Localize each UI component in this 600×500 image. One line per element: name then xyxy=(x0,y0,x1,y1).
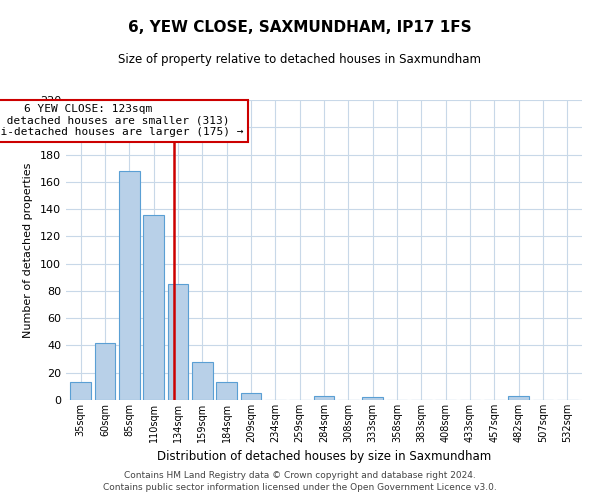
Text: Size of property relative to detached houses in Saxmundham: Size of property relative to detached ho… xyxy=(119,52,482,66)
Text: Contains public sector information licensed under the Open Government Licence v3: Contains public sector information licen… xyxy=(103,484,497,492)
Bar xyxy=(241,393,262,400)
Bar xyxy=(216,382,237,400)
Text: 6 YEW CLOSE: 123sqm
← 63% of detached houses are smaller (313)
35% of semi-detac: 6 YEW CLOSE: 123sqm ← 63% of detached ho… xyxy=(0,104,243,138)
Bar xyxy=(167,284,188,400)
Bar xyxy=(95,342,115,400)
Bar xyxy=(143,214,164,400)
X-axis label: Distribution of detached houses by size in Saxmundham: Distribution of detached houses by size … xyxy=(157,450,491,464)
Bar xyxy=(314,396,334,400)
Y-axis label: Number of detached properties: Number of detached properties xyxy=(23,162,33,338)
Text: Contains HM Land Registry data © Crown copyright and database right 2024.: Contains HM Land Registry data © Crown c… xyxy=(124,471,476,480)
Text: 6, YEW CLOSE, SAXMUNDHAM, IP17 1FS: 6, YEW CLOSE, SAXMUNDHAM, IP17 1FS xyxy=(128,20,472,35)
Bar xyxy=(70,382,91,400)
Bar xyxy=(119,171,140,400)
Bar xyxy=(192,362,212,400)
Bar xyxy=(362,398,383,400)
Bar xyxy=(508,396,529,400)
